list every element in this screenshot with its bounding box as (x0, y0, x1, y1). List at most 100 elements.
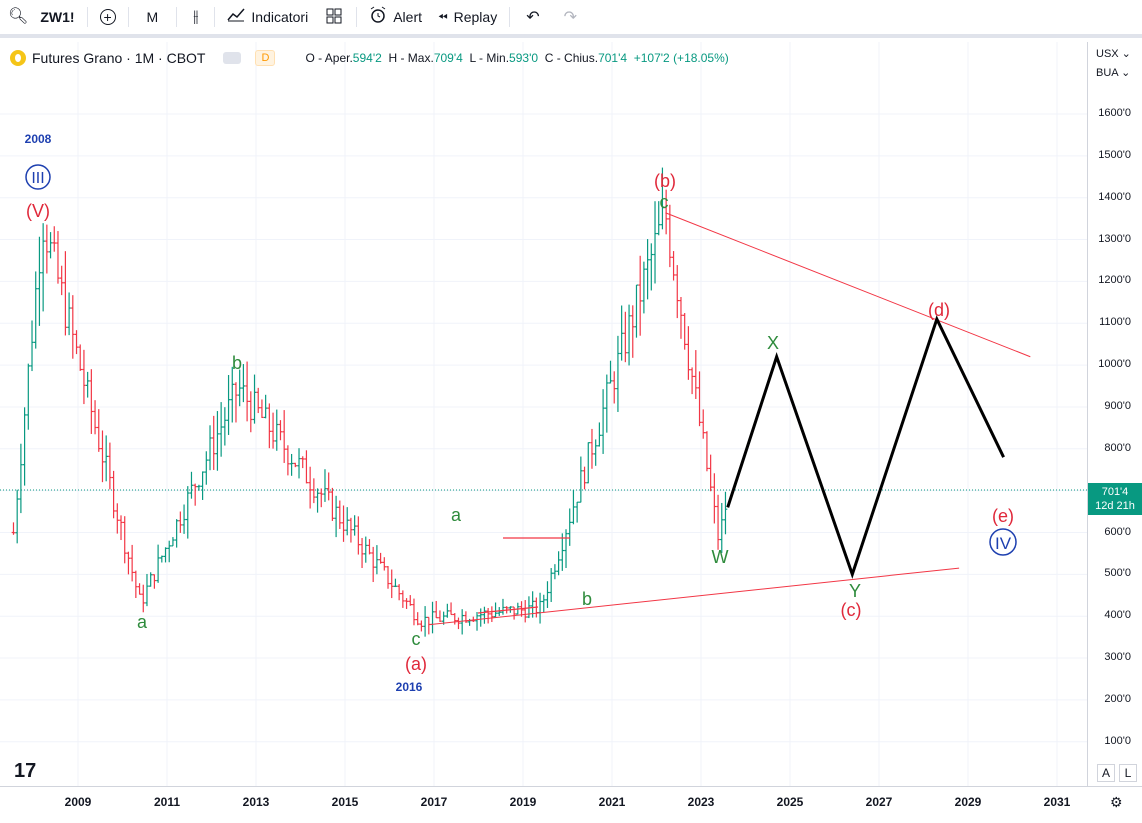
currency-selector[interactable]: USX ⌄ (1096, 48, 1131, 60)
ohlc-bar (252, 374, 257, 424)
log-scale-button[interactable]: L (1119, 764, 1137, 782)
ohlc-bar (608, 360, 613, 384)
upper-trendline[interactable] (665, 212, 1031, 358)
delayed-badge[interactable]: D (255, 50, 276, 66)
ohlc-bar (56, 231, 60, 284)
auto-scale-button[interactable]: A (1097, 764, 1115, 782)
grid-layout-icon (326, 8, 342, 27)
ohlc-bar (386, 566, 390, 589)
chart-type-button[interactable]: ⫲ (181, 0, 210, 36)
ohlc-bar (189, 471, 194, 499)
ohlc-bar (501, 598, 505, 615)
ohlc-bar (412, 598, 416, 626)
undo-icon: ↶ (526, 9, 540, 26)
indicators-button[interactable]: Indicatori (219, 0, 316, 36)
ohlc-bar (556, 551, 561, 576)
undo-button[interactable]: ↶ (514, 0, 551, 36)
price-scale[interactable]: 1600'0 1500'0 1400'0 1300'0 1200'0 1100'0 1000… (1087, 42, 1142, 786)
ohlc-bar (627, 304, 631, 366)
ohlc-bar (241, 364, 246, 403)
ohlc-bar (679, 296, 683, 339)
wave-projection-path[interactable] (726, 315, 1005, 580)
price-tick-label: 1000'0 (1098, 358, 1131, 371)
range-line[interactable] (477, 606, 539, 614)
ohlc-bar (230, 366, 235, 423)
ohlc-bar (163, 547, 168, 563)
ohlc-bar (582, 466, 587, 490)
ohlc-bar (96, 409, 101, 452)
ohlc-bar (304, 450, 309, 484)
interval-button[interactable]: M (133, 0, 173, 36)
ohlc-bar (52, 226, 57, 252)
replay-button[interactable]: ⏪︎ Replay (430, 0, 505, 36)
ohlc-bar (334, 495, 338, 538)
ohlc-bar (619, 305, 624, 361)
wave-circle (989, 528, 1017, 556)
ohlc-bar (167, 540, 172, 563)
wave-label-c: c (660, 192, 669, 212)
ohlc-bar (278, 420, 283, 441)
ohlc-bar (104, 435, 108, 482)
ohlc-bar (482, 606, 487, 624)
ohlc-bar (200, 471, 205, 500)
ohlc-bar (590, 428, 594, 469)
ohlc-bar (178, 511, 183, 533)
legend-title[interactable]: Futures Grano · 1M · CBOT (32, 50, 206, 66)
wave-label-a: a (137, 612, 148, 632)
alert-button[interactable]: Alert (361, 0, 430, 36)
ohlc-bar (260, 399, 264, 419)
ohlc-bar (523, 600, 528, 623)
ohlc-bar (300, 456, 305, 469)
time-scale[interactable]: 2009 2011 2013 2015 2017 2019 2021 2023 2025 2027… (0, 786, 1142, 823)
ohlc-bar (645, 239, 650, 300)
wave-label-W: W (712, 547, 729, 567)
ohlc-bar (11, 522, 16, 535)
price-chart[interactable]: 2008III(V)abac(a)2016b(b)cWXY(c)(d)(e)IV… (0, 42, 1087, 786)
ohlc-bar (601, 389, 605, 454)
ohlc-bar (141, 584, 146, 613)
ohlc-bar (45, 224, 49, 274)
layouts-button[interactable] (316, 0, 352, 36)
close-value: 701'4 (598, 51, 628, 65)
time-tick-label: 2027 (865, 795, 893, 809)
redo-button[interactable]: ↷ (552, 0, 589, 36)
ohlc-bar (653, 201, 657, 284)
ohlc-bar (111, 470, 116, 519)
settings-gear-icon[interactable]: ⚙︎ (1110, 794, 1123, 810)
indicators-label: Indicatori (251, 9, 309, 25)
ohlc-bar (668, 204, 672, 268)
tradingview-logo: 17 (14, 760, 36, 782)
ohlc-bar (371, 546, 375, 583)
time-tick-label: 2023 (687, 795, 715, 809)
trendlines (429, 212, 1031, 626)
ohlc-bar (349, 517, 353, 543)
ohlc-bar (705, 431, 709, 472)
price-tick-label: 800'0 (1104, 441, 1131, 454)
ohlc-bar (122, 516, 127, 564)
wave-label-c-paren: (c) (841, 600, 862, 620)
symbol-search-button[interactable]: 🔍︎ ZW1! (0, 0, 83, 36)
ohlc-bar (697, 371, 702, 427)
symbol-label: ZW1! (40, 9, 75, 25)
ohlc-bar (367, 539, 372, 555)
wave-label-b-paren: (b) (654, 171, 676, 191)
ohlc-bar (690, 367, 694, 395)
unit-selector[interactable]: BUA ⌄ (1096, 67, 1131, 79)
ohlc-bar (719, 502, 724, 553)
ohlc-bar (660, 167, 665, 230)
ohlc-bar (148, 572, 153, 587)
ohlc-bar (174, 519, 179, 548)
lower-trendline[interactable] (429, 567, 960, 626)
ohlc-bar (48, 232, 53, 259)
ohlc-bar (286, 445, 290, 476)
price-tick-label: 900'0 (1104, 399, 1131, 412)
ohlc-bar (638, 255, 642, 336)
ohlc-bar (564, 529, 568, 568)
price-tick-label: 300'0 (1104, 651, 1131, 664)
compare-button[interactable]: + (92, 0, 124, 36)
svg-text:17: 17 (14, 760, 36, 782)
ohlc-bar (26, 363, 31, 430)
ohlc-bar (612, 371, 617, 404)
wave-circle (25, 164, 51, 190)
high-value: 709'4 (433, 51, 463, 65)
